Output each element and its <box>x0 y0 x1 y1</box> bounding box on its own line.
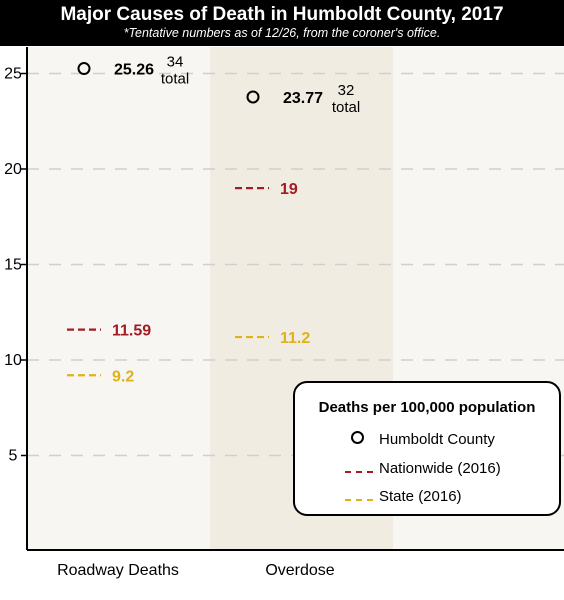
county-data-label: 23.77 <box>283 90 323 107</box>
county-data-label: 25.26 <box>114 62 154 79</box>
county-total-count: 34 <box>167 54 184 71</box>
nationwide-data-label: 19 <box>280 181 298 198</box>
y-tick-label: 25 <box>4 66 22 83</box>
nationwide-data-label: 11.59 <box>112 323 151 340</box>
chart-header: Major Causes of Death in Humboldt County… <box>0 0 564 46</box>
county-total-word: total <box>332 99 360 116</box>
chart-subtitle: *Tentative numbers as of 12/26, from the… <box>123 26 441 40</box>
state-data-label: 11.2 <box>280 330 310 347</box>
legend-label: Nationwide (2016) <box>379 459 501 477</box>
category-band <box>27 47 210 550</box>
legend-label: State (2016) <box>379 487 462 505</box>
county-total-word: total <box>161 71 189 88</box>
county-point <box>77 62 91 76</box>
county-point <box>246 90 260 104</box>
y-tick-label: 5 <box>9 448 18 465</box>
legend-title: Deaths per 100,000 population <box>318 399 536 416</box>
y-tick-label: 10 <box>4 352 22 369</box>
county-total-count: 32 <box>338 82 355 99</box>
y-tick-label: 15 <box>4 257 22 274</box>
legend-item-county: Humboldt County <box>345 428 495 450</box>
legend-item-state: State (2016) <box>345 485 462 507</box>
y-tick-label: 20 <box>4 161 22 178</box>
chart-title: Major Causes of Death in Humboldt County… <box>60 4 504 25</box>
x-tick-label: Roadway Deaths <box>57 562 179 579</box>
circle-marker-icon <box>351 430 364 444</box>
legend: Deaths per 100,000 population Humboldt C… <box>293 381 561 516</box>
state-data-label: 9.2 <box>112 368 134 385</box>
red-dash-icon <box>345 470 373 473</box>
yellow-dash-icon <box>345 498 373 501</box>
legend-label: Humboldt County <box>379 430 495 448</box>
legend-item-nationwide: Nationwide (2016) <box>345 457 501 479</box>
x-tick-label: Overdose <box>265 562 334 579</box>
